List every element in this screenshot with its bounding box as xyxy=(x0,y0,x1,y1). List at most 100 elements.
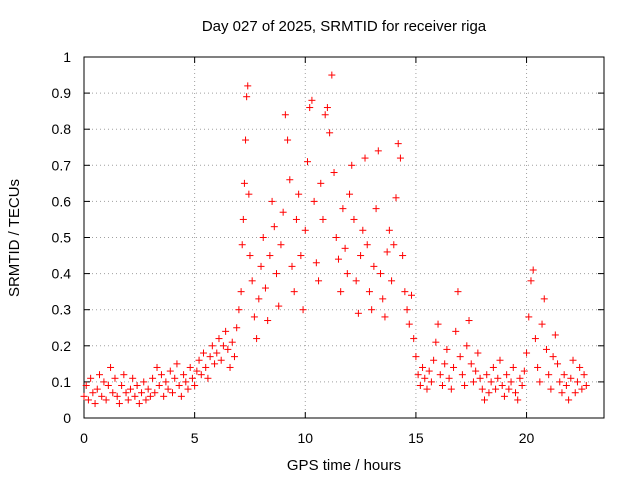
data-point xyxy=(390,241,398,249)
data-point xyxy=(542,345,550,353)
data-point xyxy=(301,226,309,234)
data-point xyxy=(443,345,451,353)
data-point xyxy=(567,374,575,382)
data-point xyxy=(124,396,132,404)
y-tick-label: 0.1 xyxy=(52,374,72,390)
data-point xyxy=(142,396,150,404)
data-point xyxy=(465,317,473,325)
data-point xyxy=(199,349,207,357)
data-point xyxy=(195,356,203,364)
data-point xyxy=(361,154,369,162)
x-tick-label: 0 xyxy=(80,430,88,446)
data-point xyxy=(392,194,400,202)
data-point xyxy=(346,190,354,198)
data-point xyxy=(95,371,103,379)
data-point xyxy=(403,306,411,314)
y-tick-label: 0.9 xyxy=(52,85,72,101)
data-point xyxy=(259,234,267,241)
data-point xyxy=(111,374,119,382)
data-point xyxy=(540,295,548,303)
data-point xyxy=(310,197,318,205)
data-point xyxy=(138,389,146,397)
data-point xyxy=(146,392,154,400)
data-point xyxy=(290,288,298,296)
data-point xyxy=(224,345,232,353)
data-point xyxy=(149,374,157,382)
data-point xyxy=(91,400,99,408)
data-point xyxy=(135,400,143,408)
data-point xyxy=(549,353,557,361)
data-point xyxy=(363,241,371,249)
data-point xyxy=(202,363,210,371)
x-tick-label: 20 xyxy=(519,430,535,446)
data-point xyxy=(463,342,471,350)
data-point xyxy=(562,382,570,390)
data-point xyxy=(370,262,378,270)
data-point xyxy=(359,226,367,234)
y-tick-label: 0.5 xyxy=(52,230,72,246)
data-point xyxy=(334,255,342,263)
data-point xyxy=(182,378,190,386)
data-point xyxy=(352,277,360,285)
data-point xyxy=(213,349,221,357)
data-point xyxy=(171,374,179,382)
data-point xyxy=(235,306,243,314)
data-point xyxy=(153,363,161,371)
data-point xyxy=(388,277,396,285)
y-tick-label: 0.6 xyxy=(52,193,72,209)
data-point xyxy=(529,266,537,274)
data-point xyxy=(396,154,404,162)
data-point xyxy=(248,277,256,285)
x-tick-label: 15 xyxy=(408,430,424,446)
data-point xyxy=(129,374,137,382)
data-point xyxy=(573,378,581,386)
data-point xyxy=(580,371,588,379)
data-point xyxy=(558,389,566,397)
data-point xyxy=(98,392,106,400)
data-point xyxy=(372,205,380,213)
data-point xyxy=(120,371,128,379)
data-point xyxy=(527,277,535,285)
y-tick-label: 0.7 xyxy=(52,157,72,173)
data-point xyxy=(312,259,320,267)
data-point xyxy=(425,367,433,375)
data-point xyxy=(319,215,327,223)
data-point xyxy=(381,313,389,321)
data-point xyxy=(253,335,261,343)
data-point xyxy=(518,382,526,390)
x-axis-label: GPS time / hours xyxy=(287,457,401,474)
data-point xyxy=(277,241,285,249)
data-point xyxy=(432,338,440,346)
data-point xyxy=(264,317,272,325)
data-point xyxy=(507,378,515,386)
y-tick-label: 1 xyxy=(63,49,71,65)
data-point xyxy=(401,288,409,296)
data-point xyxy=(204,374,212,382)
y-axis-ticks: 0 0.1 0.2 0.3 0.4 0.5 0.6 0.7 0.8 0.9 1 xyxy=(52,49,604,426)
data-point xyxy=(93,385,101,393)
data-point xyxy=(494,374,502,382)
y-axis-label: SRMTID / TECUs xyxy=(6,179,23,297)
x-tick-label: 10 xyxy=(297,430,313,446)
data-point xyxy=(434,320,442,328)
data-point xyxy=(476,374,484,382)
data-point xyxy=(197,371,205,379)
data-point xyxy=(556,378,564,386)
data-point xyxy=(239,215,247,223)
data-point xyxy=(438,382,446,390)
data-point xyxy=(514,396,522,404)
data-point xyxy=(326,129,334,137)
data-point xyxy=(87,374,95,382)
data-point xyxy=(250,313,258,321)
data-point xyxy=(155,382,163,390)
data-point xyxy=(180,371,188,379)
data-point xyxy=(332,234,340,241)
data-point xyxy=(354,309,362,317)
data-point xyxy=(505,385,513,393)
data-point xyxy=(281,111,289,119)
data-point xyxy=(84,396,92,404)
data-point xyxy=(177,392,185,400)
data-point xyxy=(131,392,139,400)
data-point xyxy=(126,385,134,393)
